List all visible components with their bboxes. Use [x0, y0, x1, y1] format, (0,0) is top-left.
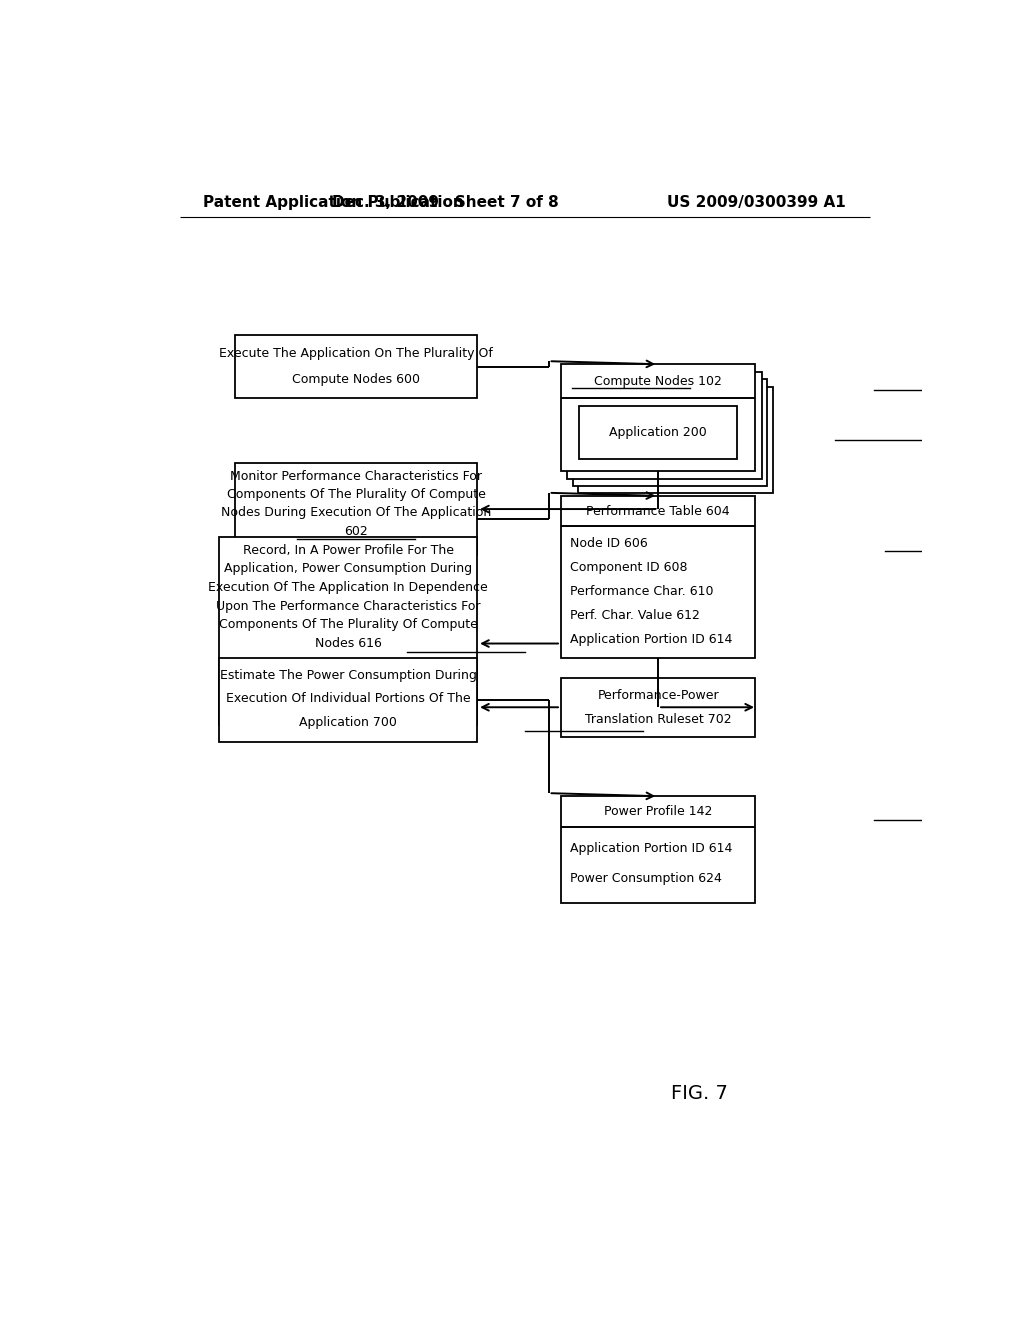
Text: Power Profile 142: Power Profile 142 — [604, 805, 713, 818]
Text: Application 700: Application 700 — [299, 717, 397, 729]
Text: Performance Table 604: Performance Table 604 — [587, 504, 730, 517]
Text: Application Portion ID 614: Application Portion ID 614 — [570, 842, 733, 854]
Text: Application 200: Application 200 — [609, 426, 707, 438]
Bar — [579, 387, 773, 494]
Bar — [561, 796, 756, 903]
Bar — [561, 677, 756, 737]
Text: US 2009/0300399 A1: US 2009/0300399 A1 — [668, 194, 846, 210]
Text: Node ID 606: Node ID 606 — [570, 537, 648, 549]
Text: Estimate The Power Consumption During: Estimate The Power Consumption During — [220, 669, 476, 681]
Text: FIG. 7: FIG. 7 — [671, 1084, 728, 1104]
Bar — [561, 364, 756, 471]
Text: Components Of The Plurality Of Compute: Components Of The Plurality Of Compute — [219, 618, 477, 631]
Text: Monitor Performance Characteristics For: Monitor Performance Characteristics For — [230, 470, 482, 483]
Text: Dec. 3, 2009   Sheet 7 of 8: Dec. 3, 2009 Sheet 7 of 8 — [332, 194, 559, 210]
Bar — [567, 372, 762, 479]
Text: Application Portion ID 614: Application Portion ID 614 — [570, 632, 733, 645]
Text: Performance-Power: Performance-Power — [597, 689, 719, 701]
Text: Nodes During Execution Of The Application: Nodes During Execution Of The Applicatio… — [221, 506, 492, 519]
Bar — [561, 496, 756, 659]
Text: Translation Ruleset 702: Translation Ruleset 702 — [585, 713, 731, 726]
Bar — [572, 379, 767, 486]
Bar — [236, 335, 477, 399]
Text: Nodes 616: Nodes 616 — [314, 638, 382, 649]
Text: Record, In A Power Profile For The: Record, In A Power Profile For The — [243, 544, 454, 557]
Text: Component ID 608: Component ID 608 — [570, 561, 688, 574]
Text: Application, Power Consumption During: Application, Power Consumption During — [224, 562, 472, 576]
Text: Compute Nodes 600: Compute Nodes 600 — [292, 374, 420, 387]
Text: Power Consumption 624: Power Consumption 624 — [570, 873, 722, 884]
Text: Execution Of Individual Portions Of The: Execution Of Individual Portions Of The — [226, 693, 471, 705]
Text: Components Of The Plurality Of Compute: Components Of The Plurality Of Compute — [226, 488, 485, 500]
Text: Compute Nodes 102: Compute Nodes 102 — [594, 375, 722, 388]
Bar — [219, 659, 477, 742]
Text: Perf. Char. Value 612: Perf. Char. Value 612 — [570, 609, 700, 622]
Text: Execution Of The Application In Dependence: Execution Of The Application In Dependen… — [208, 581, 488, 594]
Text: Performance Char. 610: Performance Char. 610 — [570, 585, 714, 598]
Text: 602: 602 — [344, 524, 368, 537]
Bar — [236, 463, 477, 554]
Bar — [219, 537, 477, 725]
Text: Upon The Performance Characteristics For: Upon The Performance Characteristics For — [216, 599, 480, 612]
Text: Execute The Application On The Plurality Of: Execute The Application On The Plurality… — [219, 347, 494, 360]
Text: Patent Application Publication: Patent Application Publication — [204, 194, 464, 210]
Bar — [579, 405, 737, 459]
